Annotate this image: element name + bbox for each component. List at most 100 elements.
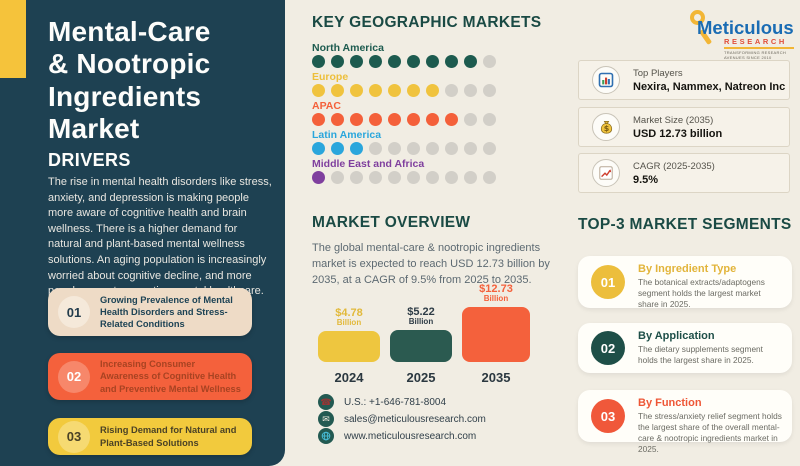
stat-value: 9.5%: [633, 173, 659, 186]
rating-dot-empty: [483, 113, 496, 126]
geo-region-label: Middle East and Africa: [312, 158, 425, 170]
stat-texts: Top Players Nexira, Nammex, Natreon Inc: [633, 68, 785, 93]
rating-dot-empty: [483, 171, 496, 184]
rating-dot-filled: [350, 142, 363, 155]
rating-dot-empty: [331, 171, 344, 184]
logo-brand-text: Meticulous: [697, 17, 794, 38]
contact-text[interactable]: U.S.: +1-646-781-8004: [344, 396, 447, 408]
stat-value: Nexira, Nammex, Natreon Inc: [633, 80, 786, 93]
rating-dot-filled: [407, 55, 420, 68]
driver-number-badge: 02: [58, 360, 90, 393]
magnifier-icon: [690, 10, 705, 25]
rating-dot-filled: [445, 55, 458, 68]
rating-dot-filled: [464, 55, 477, 68]
bar-value-unit: Billion: [483, 294, 509, 304]
market-overview-heading: MARKET OVERVIEW: [312, 214, 471, 231]
stat-label: CAGR (2025-2035): [633, 160, 715, 172]
rating-dot-filled: [350, 84, 363, 97]
page-title: Mental-Care & Nootropic Ingredients Mark…: [48, 16, 211, 145]
driver-card-label: Growing Prevalence of Mental Health Diso…: [100, 294, 233, 330]
driver-card: 02 Increasing Consumer Awareness of Cogni…: [48, 353, 252, 400]
stat-box: Top Players Nexira, Nammex, Natreon Inc: [578, 60, 790, 100]
bar-value-text: $12.73: [479, 283, 513, 295]
bar-value-text: $5.22: [407, 306, 435, 318]
drivers-heading: DRIVERS: [48, 150, 131, 170]
rating-dot-filled: [331, 55, 344, 68]
left-panel: Mental-Care & Nootropic Ingredients Mark…: [0, 0, 285, 466]
geo-rating-dots: [312, 142, 502, 160]
contact-row: ☎ U.S.: +1-646-781-8004: [318, 394, 446, 410]
stat-texts: Market Size (2035) USD 12.73 billion: [633, 115, 722, 140]
geo-markets-heading: KEY GEOGRAPHIC MARKETS: [312, 14, 542, 31]
segment-number-badge: 03: [591, 399, 625, 433]
rating-dot-filled: [350, 113, 363, 126]
driver-card: 01 Growing Prevalence of Mental Health Di…: [48, 288, 252, 336]
chart-bar: [462, 307, 530, 362]
rating-dot-empty: [426, 142, 439, 155]
stat-label: Market Size (2035): [633, 114, 714, 126]
rating-dot-filled: [388, 55, 401, 68]
rating-dot-empty: [445, 171, 458, 184]
stat-texts: CAGR (2025-2035) 9.5%: [633, 161, 715, 186]
segment-card: 02 By Application The dietary supplements …: [578, 323, 792, 373]
rating-dot-filled: [388, 84, 401, 97]
rating-dot-empty: [407, 142, 420, 155]
contact-row: ✉ sales@meticulousresearch.com: [318, 411, 486, 427]
rating-dot-filled: [426, 113, 439, 126]
market-overview-text: The global mental-care & nootropic ingre…: [312, 242, 550, 286]
rating-dot-empty: [388, 171, 401, 184]
rating-dot-filled: [388, 113, 401, 126]
rating-dot-empty: [483, 142, 496, 155]
segment-title: By Application: [638, 330, 715, 342]
rating-dot-filled: [350, 55, 363, 68]
rating-dot-filled: [331, 113, 344, 126]
rating-dot-filled: [312, 84, 325, 97]
rating-dot-empty: [350, 171, 363, 184]
geo-rating-dots: [312, 113, 502, 131]
svg-text:$: $: [603, 124, 609, 133]
geo-region-label: Europe: [312, 71, 349, 83]
driver-number-badge: 01: [58, 296, 90, 328]
rating-dot-empty: [426, 171, 439, 184]
rating-dot-filled: [331, 84, 344, 97]
contact-text[interactable]: sales@meticulousresearch.com: [344, 413, 486, 425]
segment-text: The stress/anxiety relief segment holds …: [638, 411, 782, 454]
segments-heading: TOP-3 MARKET SEGMENTS: [578, 216, 792, 233]
logo-tagline: TRANSFORMING RESEARCH AVENUES SINCE 2010: [724, 47, 794, 60]
rating-dot-filled: [369, 55, 382, 68]
rating-dot-empty: [445, 84, 458, 97]
growth-chart-icon: [592, 159, 620, 187]
rating-dot-filled: [312, 55, 325, 68]
chart-category-label: 2025: [406, 370, 436, 385]
chart-bar-value-label: $5.22 Billion: [407, 306, 435, 327]
phone-icon: ☎: [318, 394, 334, 410]
geo-rating-dots: [312, 55, 502, 73]
rating-dot-filled: [312, 113, 325, 126]
rating-dot-empty: [388, 142, 401, 155]
chart-bar: [318, 331, 380, 362]
rating-dot-empty: [464, 142, 477, 155]
stat-box: $ Market Size (2035) USD 12.73 billion: [578, 107, 790, 147]
rating-dot-empty: [445, 142, 458, 155]
driver-card: 03 Rising Demand for Natural and Plant-Ba…: [48, 418, 252, 455]
rating-dot-filled: [312, 142, 325, 155]
segment-card: 03 By Function The stress/anxiety relief s…: [578, 390, 792, 454]
rating-dot-empty: [483, 55, 496, 68]
chart-bar-value-label: $12.73 Billion: [479, 283, 513, 304]
contact-text[interactable]: www.meticulousresearch.com: [344, 430, 477, 442]
rating-dot-empty: [483, 84, 496, 97]
segment-text: The dietary supplements segment holds th…: [638, 344, 763, 365]
rating-dot-empty: [369, 142, 382, 155]
chart-bar-value-label: $4.78 Billion: [335, 307, 363, 328]
geo-region-label: Latin America: [312, 129, 382, 141]
driver-card-label: Rising Demand for Natural and Plant-Base…: [100, 425, 237, 448]
segment-text: The botanical extracts/adaptogens segmen…: [638, 277, 765, 309]
rating-dot-filled: [445, 113, 458, 126]
bar-chart-icon: [592, 66, 620, 94]
globe-icon: [318, 428, 334, 444]
bar-value-unit: Billion: [336, 318, 362, 328]
rating-dot-filled: [312, 171, 325, 184]
rating-dot-filled: [407, 84, 420, 97]
rating-dot-empty: [369, 171, 382, 184]
stat-box: CAGR (2025-2035) 9.5%: [578, 153, 790, 193]
